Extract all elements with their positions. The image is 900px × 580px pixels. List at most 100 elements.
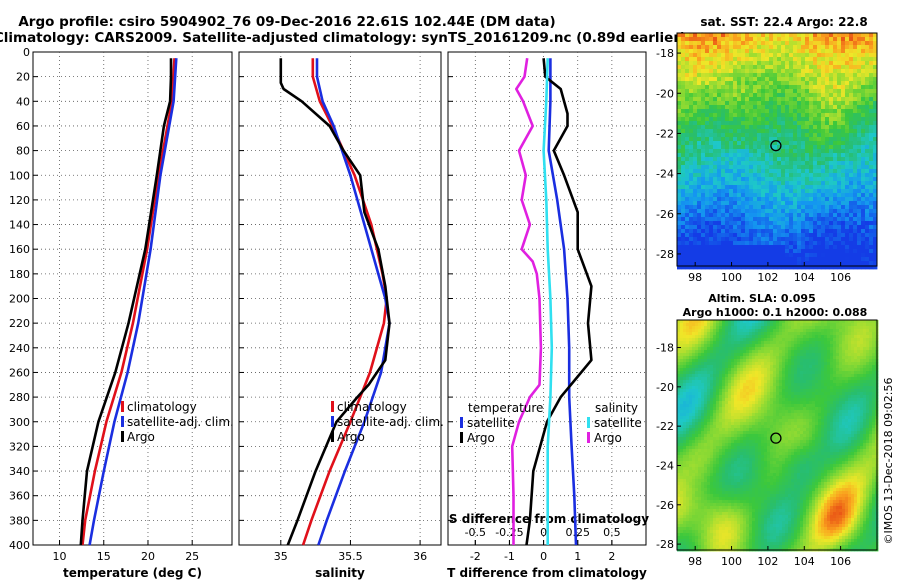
map-cell	[741, 149, 746, 154]
map-cell	[812, 359, 816, 363]
map-cell	[719, 359, 723, 363]
map-cell	[689, 77, 694, 82]
map-cell	[845, 221, 850, 226]
map-cell	[869, 177, 874, 182]
map-cell	[697, 121, 702, 126]
map-cell	[860, 386, 864, 390]
map-cell	[788, 374, 792, 378]
map-cell	[757, 73, 762, 78]
map-cell	[773, 217, 778, 222]
map-cell	[865, 133, 870, 138]
map-cell	[765, 49, 770, 54]
map-cell	[722, 368, 726, 372]
map-cell	[815, 329, 819, 333]
map-cell	[721, 161, 726, 166]
y-tick-label: 260	[9, 366, 30, 379]
map-cell	[680, 350, 684, 354]
map-cell	[869, 61, 874, 66]
map-cell	[849, 89, 854, 94]
map-cell	[805, 153, 810, 158]
map-cell	[853, 213, 858, 218]
map-cell	[785, 41, 790, 46]
map-cell	[839, 341, 843, 345]
map-cell	[869, 241, 874, 246]
map-cell	[741, 49, 746, 54]
map-cell	[873, 173, 878, 178]
map-cell	[707, 356, 711, 360]
map-cell	[701, 359, 705, 363]
map-cell	[680, 380, 684, 384]
map-cell	[789, 41, 794, 46]
map-cell	[686, 344, 690, 348]
map-cell	[872, 380, 876, 384]
map-cell	[866, 383, 870, 387]
map-cell	[757, 37, 762, 42]
map-cell	[869, 81, 874, 86]
map-cell	[821, 85, 826, 90]
map-cell	[741, 117, 746, 122]
map-cell	[692, 365, 696, 369]
map-cell	[782, 341, 786, 345]
map-cell	[812, 377, 816, 381]
map-cell	[689, 265, 694, 270]
map-cell	[873, 205, 878, 210]
map-cell	[809, 33, 814, 38]
map-cell	[857, 249, 862, 254]
map-cell	[869, 77, 874, 82]
map-cell	[833, 368, 837, 372]
map-cell	[749, 165, 754, 170]
map-cell	[745, 265, 750, 270]
map-cell	[791, 383, 795, 387]
map-cell	[770, 383, 774, 387]
map-cell	[812, 386, 816, 390]
map-cell	[765, 229, 770, 234]
map-cell	[721, 209, 726, 214]
map-cell	[709, 33, 714, 38]
map-cell	[743, 350, 747, 354]
map-cell	[685, 45, 690, 50]
map-cell	[725, 41, 730, 46]
map-cell	[716, 377, 720, 381]
map-cell	[805, 217, 810, 222]
map-cell	[765, 61, 770, 66]
map-cell	[749, 398, 753, 402]
map-cell	[707, 365, 711, 369]
map-cell	[857, 389, 861, 393]
map-cell	[697, 113, 702, 118]
map-cell	[764, 353, 768, 357]
map-cell	[773, 169, 778, 174]
map-cell	[761, 368, 765, 372]
map-cell	[851, 347, 855, 351]
map-cell	[869, 65, 874, 70]
map-cell	[785, 265, 790, 270]
map-cell	[779, 377, 783, 381]
map-cell	[803, 341, 807, 345]
map-cell	[824, 392, 828, 396]
map-cell	[803, 356, 807, 360]
map-cell	[749, 125, 754, 130]
map-cell	[854, 359, 858, 363]
map-cell	[765, 101, 770, 106]
map-cell	[749, 193, 754, 198]
map-cell	[782, 392, 786, 396]
map-cell	[734, 392, 738, 396]
map-cell	[697, 265, 702, 270]
map-cell	[693, 89, 698, 94]
map-cell	[788, 365, 792, 369]
map-cell	[845, 374, 849, 378]
map-cell	[869, 33, 874, 38]
map-cell	[777, 141, 782, 146]
map-cell	[869, 69, 874, 74]
map-cell	[701, 217, 706, 222]
map-cell	[873, 101, 878, 106]
map-cell	[805, 229, 810, 234]
map-cell	[689, 326, 693, 330]
map-cell	[797, 329, 801, 333]
map-cell	[813, 45, 818, 50]
map-cell	[749, 33, 754, 38]
map-cell	[857, 395, 861, 399]
map-y-tick-label-sst: -22	[656, 127, 674, 140]
map-cell	[857, 217, 862, 222]
map-cell	[725, 341, 729, 345]
map-cell	[821, 77, 826, 82]
